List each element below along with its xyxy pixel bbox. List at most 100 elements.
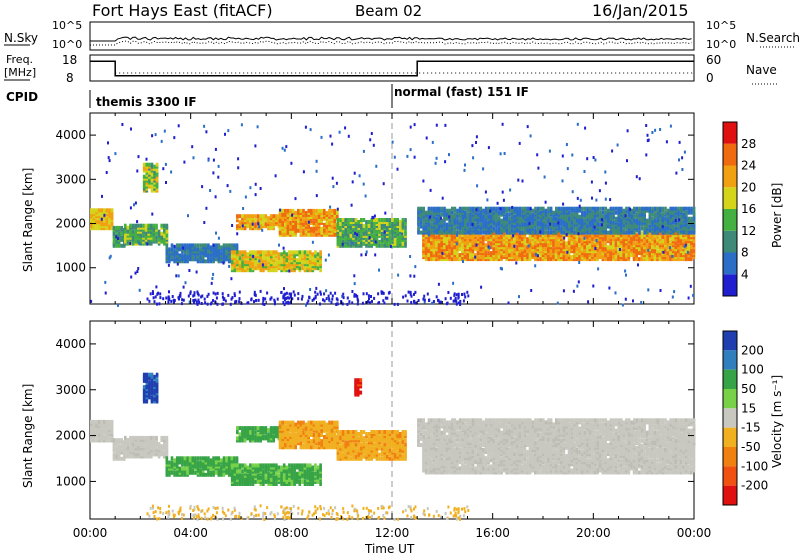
power-cell <box>495 247 498 251</box>
power-cell <box>521 231 524 235</box>
power-cell <box>355 236 358 240</box>
power-speckle <box>193 156 195 159</box>
power-cell <box>302 209 305 213</box>
power-ground-speckle <box>405 294 407 297</box>
power-ground-speckle <box>362 302 364 305</box>
power-cell <box>636 213 639 217</box>
power-cell <box>103 208 106 212</box>
power-speckle <box>537 167 539 170</box>
power-cell <box>236 214 239 218</box>
power-cell <box>386 218 389 222</box>
power-cell <box>612 221 615 225</box>
power-cell <box>389 236 392 240</box>
power-cell <box>417 227 420 231</box>
power-ground-speckle <box>370 295 372 298</box>
power-cell <box>607 245 610 249</box>
power-speckle <box>279 209 281 212</box>
power-speckle <box>173 136 175 139</box>
power-speckle <box>625 214 627 217</box>
power-cell <box>127 226 130 230</box>
power-cell <box>638 227 641 231</box>
power-cell <box>134 224 137 228</box>
power-speckle <box>688 297 690 300</box>
power-speckle <box>562 155 564 158</box>
power-cell <box>284 213 287 217</box>
power-speckle <box>579 205 581 208</box>
power-cell <box>646 219 649 223</box>
power-speckle <box>331 143 333 146</box>
power-speckle <box>129 242 131 245</box>
power-cell <box>633 241 636 245</box>
power-cell <box>560 227 563 231</box>
power-speckle <box>351 204 353 207</box>
power-ground-speckle <box>322 298 324 301</box>
power-speckle <box>139 289 141 292</box>
power-speckle <box>503 199 505 202</box>
power-cell <box>521 251 524 255</box>
power-cell <box>272 214 275 218</box>
power-cell <box>435 207 438 211</box>
power-speckle <box>283 247 285 250</box>
power-cell <box>428 207 431 211</box>
power-speckle <box>456 242 458 245</box>
power-cell <box>513 215 516 219</box>
power-cell <box>526 237 529 241</box>
power-speckle <box>295 197 297 200</box>
power-cell <box>594 207 597 211</box>
power-ground-speckle <box>168 290 170 293</box>
power-cell <box>292 209 295 213</box>
power-speckle <box>509 189 511 192</box>
power-ground-speckle <box>368 297 370 300</box>
power-speckle <box>562 203 564 206</box>
power-speckle <box>562 179 564 182</box>
power-speckle <box>539 231 541 234</box>
velocity-cell <box>100 420 103 424</box>
power-cell <box>638 207 641 211</box>
power-speckle <box>535 253 537 256</box>
power-speckle <box>121 123 123 126</box>
power-cell <box>680 207 683 211</box>
power-speckle <box>578 261 580 264</box>
power-ground-speckle <box>263 303 265 306</box>
noise-panel-frame <box>90 22 694 50</box>
power-cell <box>404 218 407 222</box>
power-cell <box>402 242 405 246</box>
power-speckle <box>444 124 446 127</box>
power-cell <box>347 228 350 232</box>
power-cell <box>563 207 566 211</box>
power-speckle <box>605 198 607 201</box>
power-ground-speckle <box>254 291 256 294</box>
power-ground-speckle <box>433 300 435 303</box>
power-speckle <box>625 274 627 277</box>
power-cell <box>192 243 195 247</box>
velocity-cell <box>132 436 135 440</box>
power-cell <box>315 209 318 213</box>
power-speckle <box>177 263 179 266</box>
power-cell <box>581 237 584 241</box>
power-cell <box>602 243 605 247</box>
power-cell <box>557 251 560 255</box>
power-speckle <box>464 164 466 167</box>
power-cell <box>646 207 649 211</box>
power-ground-speckle <box>463 293 465 296</box>
power-speckle <box>137 267 139 270</box>
power-cell <box>623 229 626 233</box>
velocity-cell <box>113 453 116 457</box>
power-cell <box>422 219 425 223</box>
power-cell <box>220 251 223 255</box>
power-cell <box>641 227 644 231</box>
power-cell <box>396 218 399 222</box>
power-speckle <box>369 236 371 239</box>
power-speckle <box>679 141 681 144</box>
power-ground-speckle <box>222 303 224 306</box>
power-speckle <box>522 216 524 219</box>
power-cell <box>659 223 662 227</box>
power-cell <box>604 207 607 211</box>
power-ground-speckle <box>158 302 160 305</box>
power-cell <box>357 220 360 224</box>
power-ground-speckle <box>326 297 328 300</box>
power-speckle <box>303 170 305 173</box>
power-cell <box>623 209 626 213</box>
power-cell <box>181 253 184 257</box>
velocity-cell <box>145 436 148 440</box>
